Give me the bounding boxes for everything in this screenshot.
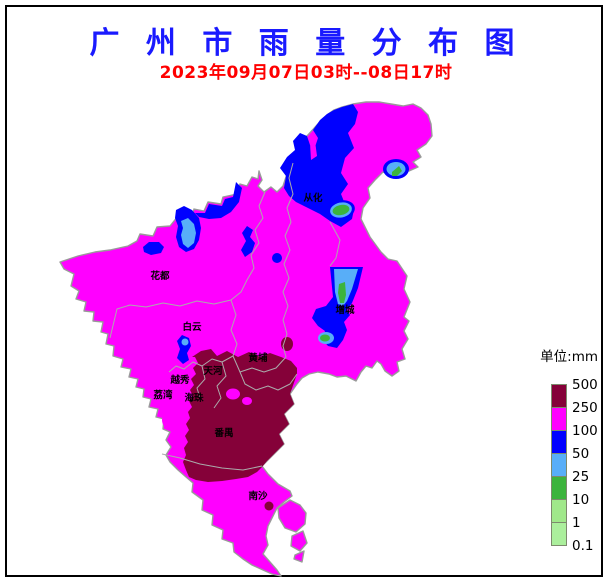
district-label-增城: 增城 (335, 304, 355, 316)
blue-patch-north (195, 182, 242, 219)
legend-tick-label: 0.1 (572, 538, 594, 554)
legend-swatch (551, 384, 567, 408)
date-range-subtitle: 2023年09月07日03时--08日17时 (159, 63, 453, 83)
maroon-huangpu-dot (281, 337, 293, 351)
blue-patch-center (241, 226, 255, 257)
district-label-南沙: 南沙 (248, 490, 268, 502)
legend-tick-label: 250 (572, 400, 598, 416)
district-label-黄埔: 黄埔 (248, 352, 268, 364)
maroon-nansha-dot (264, 501, 274, 511)
blue-dot (272, 253, 282, 263)
lightblue-baiyun-dot (181, 338, 189, 346)
legend-swatch (551, 407, 567, 431)
island (293, 550, 305, 563)
green-zengcheng-lower-core (320, 334, 330, 342)
page-border-frame (5, 5, 603, 577)
lightblue-nw-sliver (181, 218, 196, 248)
district-label-海珠: 海珠 (184, 392, 204, 404)
legend-swatches (551, 384, 567, 546)
legend-tick-label: 50 (572, 446, 590, 462)
blue-patch-huadu-west (143, 242, 164, 255)
legend-swatch (551, 522, 567, 546)
green-conghua-spot (332, 204, 350, 216)
rain-250-500mm-regions (162, 337, 297, 511)
district-label-番禺: 番禺 (213, 427, 233, 439)
district-label-越秀: 越秀 (169, 374, 190, 386)
district-label-天河: 天河 (203, 365, 223, 377)
legend-tick-label: 25 (572, 469, 590, 485)
legend-tick-label: 100 (572, 423, 598, 439)
island (290, 530, 308, 552)
guangzhou-city-boundary (59, 101, 433, 577)
magenta-coast-blob (162, 410, 182, 430)
district-label-荔湾: 荔湾 (152, 389, 173, 401)
legend-tick-label: 500 (572, 377, 598, 393)
district-boundary-lines (109, 162, 341, 471)
legend-swatch (551, 476, 567, 500)
legend-tick-label: 1 (572, 515, 581, 531)
magenta-hole (226, 388, 240, 400)
page-title: 广 州 市 雨 量 分 布 图 (89, 26, 523, 61)
island (277, 499, 307, 533)
maroon-panyu-region (183, 349, 297, 482)
legend-tick-label: 10 (572, 492, 590, 508)
legend-unit-label: 单位:mm (540, 349, 598, 365)
green-ne-spot-core (392, 166, 402, 176)
green-zengcheng-funnel-core (338, 282, 346, 303)
magenta-slit (310, 141, 317, 160)
legend-swatch (551, 453, 567, 477)
legend-swatch (551, 499, 567, 523)
blue-patch-conghua (280, 104, 358, 227)
district-label-花都: 花都 (150, 270, 170, 282)
district-label-从化: 从化 (303, 192, 323, 204)
magenta-hole (242, 397, 252, 405)
legend-swatch (551, 430, 567, 454)
rain-10-25mm-regions (320, 166, 402, 342)
district-label-白云: 白云 (182, 321, 202, 333)
